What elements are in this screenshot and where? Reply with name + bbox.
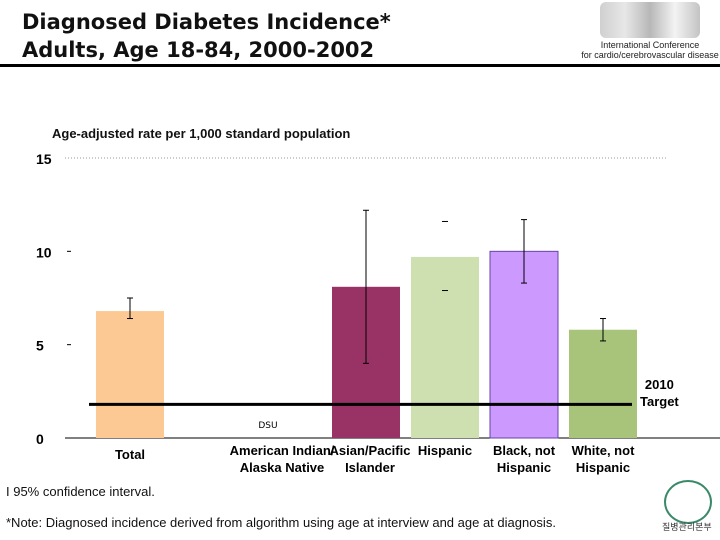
conference-logo: International Conference for cardio/cere… [580,2,720,60]
category-label: Islander [345,460,395,475]
kcdc-seal-icon [664,480,712,524]
category-label: Hispanic [418,443,472,458]
bar [96,311,164,438]
footnote: *Note: Diagnosed incidence derived from … [6,515,556,530]
bar [569,329,637,438]
target-label-line-2: Target [640,394,679,409]
category-label: Hispanic [497,460,551,475]
world-map-icon [600,2,700,38]
title-divider [0,64,720,67]
y-tick-label: 10 [36,244,52,260]
seal-text: 질병관리본부 [662,522,712,532]
target-label: 2010 Target [640,376,679,410]
category-label: Asian/Pacific [330,443,411,458]
logo-line-1: International Conference [600,40,700,50]
y-axis-label: Age-adjusted rate per 1,000 standard pop… [52,126,351,141]
y-tick-label: 5 [36,338,44,354]
category-label: White, not [572,443,635,458]
target-label-line-1: 2010 [644,377,674,392]
category-label: Total [115,447,145,462]
y-tick-label: 15 [36,151,52,167]
title-line-1: Diagnosed Diabetes Incidence* [22,10,391,34]
title-line-2: Adults, Age 18-84, 2000-2002 [22,38,375,62]
ci-note: I 95% confidence interval. [6,484,155,499]
category-label: American Indian/ [230,443,335,458]
logo-line-2: for cardio/cerebrovascular disease [581,50,719,60]
bar [411,256,479,438]
category-label: Black, not [493,443,556,458]
category-label: Alaska Native [240,460,325,475]
y-tick-label: 0 [36,431,44,447]
category-label: Hispanic [576,460,630,475]
value-label: DSU [258,421,277,431]
slide-title: Diagnosed Diabetes Incidence* Adults, Ag… [22,8,391,64]
